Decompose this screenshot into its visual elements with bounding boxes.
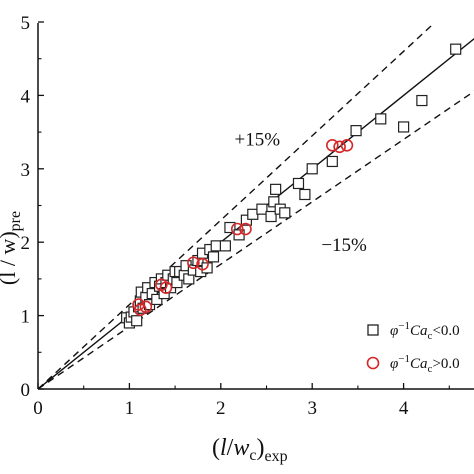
x-tick-label: 3 [307,398,317,419]
data-point-square [292,177,305,190]
y-tick-label: 3 [21,160,31,181]
data-point-square [219,240,231,252]
series-1 [121,43,462,329]
legend-label: φ−1Cac<0.0 [390,320,460,342]
reference-line-2 [38,23,436,389]
data-point-circle [139,300,153,314]
annotation-label: +15% [235,129,281,150]
data-point-circle [196,257,209,271]
tick-labels: 0 1 2 3 4 0 1 2 3 4 5 [21,13,409,419]
data-point-square [256,203,268,215]
y-tick-label: 1 [21,307,31,328]
data-point-square [247,208,259,220]
data-point-circle [187,256,200,270]
axes [37,21,474,390]
data-point-square [265,210,277,223]
axis-titles: (l/wc)exp (l / w)pre [0,211,288,465]
y-tick-label: 2 [21,233,31,254]
data-point-circle [333,140,346,154]
y-tick-label: 5 [21,13,31,34]
x-tick-label: 0 [33,398,43,419]
data-point-square [375,113,387,125]
data-point-square [279,207,291,219]
y-tick-label: 4 [21,86,31,107]
annotations: +15% −15% [235,129,368,256]
data-point-square [131,315,143,327]
data-point-square [270,183,282,195]
legend-marker-circle [366,356,380,370]
x-axis-title: (l/wc)exp [212,435,288,465]
x-tick-label: 4 [399,398,409,419]
data-point-square [240,214,252,226]
data-point-square [207,251,220,263]
data-point-circle [239,222,252,236]
x-tick-label: 1 [125,398,135,419]
series-2 [132,139,354,317]
data-point-square [210,240,222,252]
data-point-square [450,43,462,55]
data-point-square [171,276,183,289]
plot-area [38,23,474,389]
data-point-circle [230,222,244,236]
data-point-square [350,125,362,137]
y-axis-title: (l / w)pre [0,211,24,285]
legend: φ−1Cac<0.0 φ−1Cac>0.0 [366,320,460,375]
data-point-square [306,163,318,175]
data-point-square [224,221,236,234]
y-tick-label: 0 [21,380,31,401]
data-point-square [326,155,338,168]
data-point-square [416,94,428,107]
data-point-square [268,196,280,208]
data-point-circle [340,139,354,152]
legend-marker-square [367,324,379,336]
reference-line-3 [38,90,474,389]
data-point-circle [159,281,173,295]
data-point-square [299,188,311,201]
x-tick-label: 2 [216,398,226,419]
data-point-circle [326,139,339,152]
annotation-label: −15% [321,235,367,256]
data-point-square [398,121,410,133]
data-point-circle [132,298,145,311]
data-point-square [151,293,163,306]
legend-label: φ−1Cac>0.0 [390,353,460,375]
